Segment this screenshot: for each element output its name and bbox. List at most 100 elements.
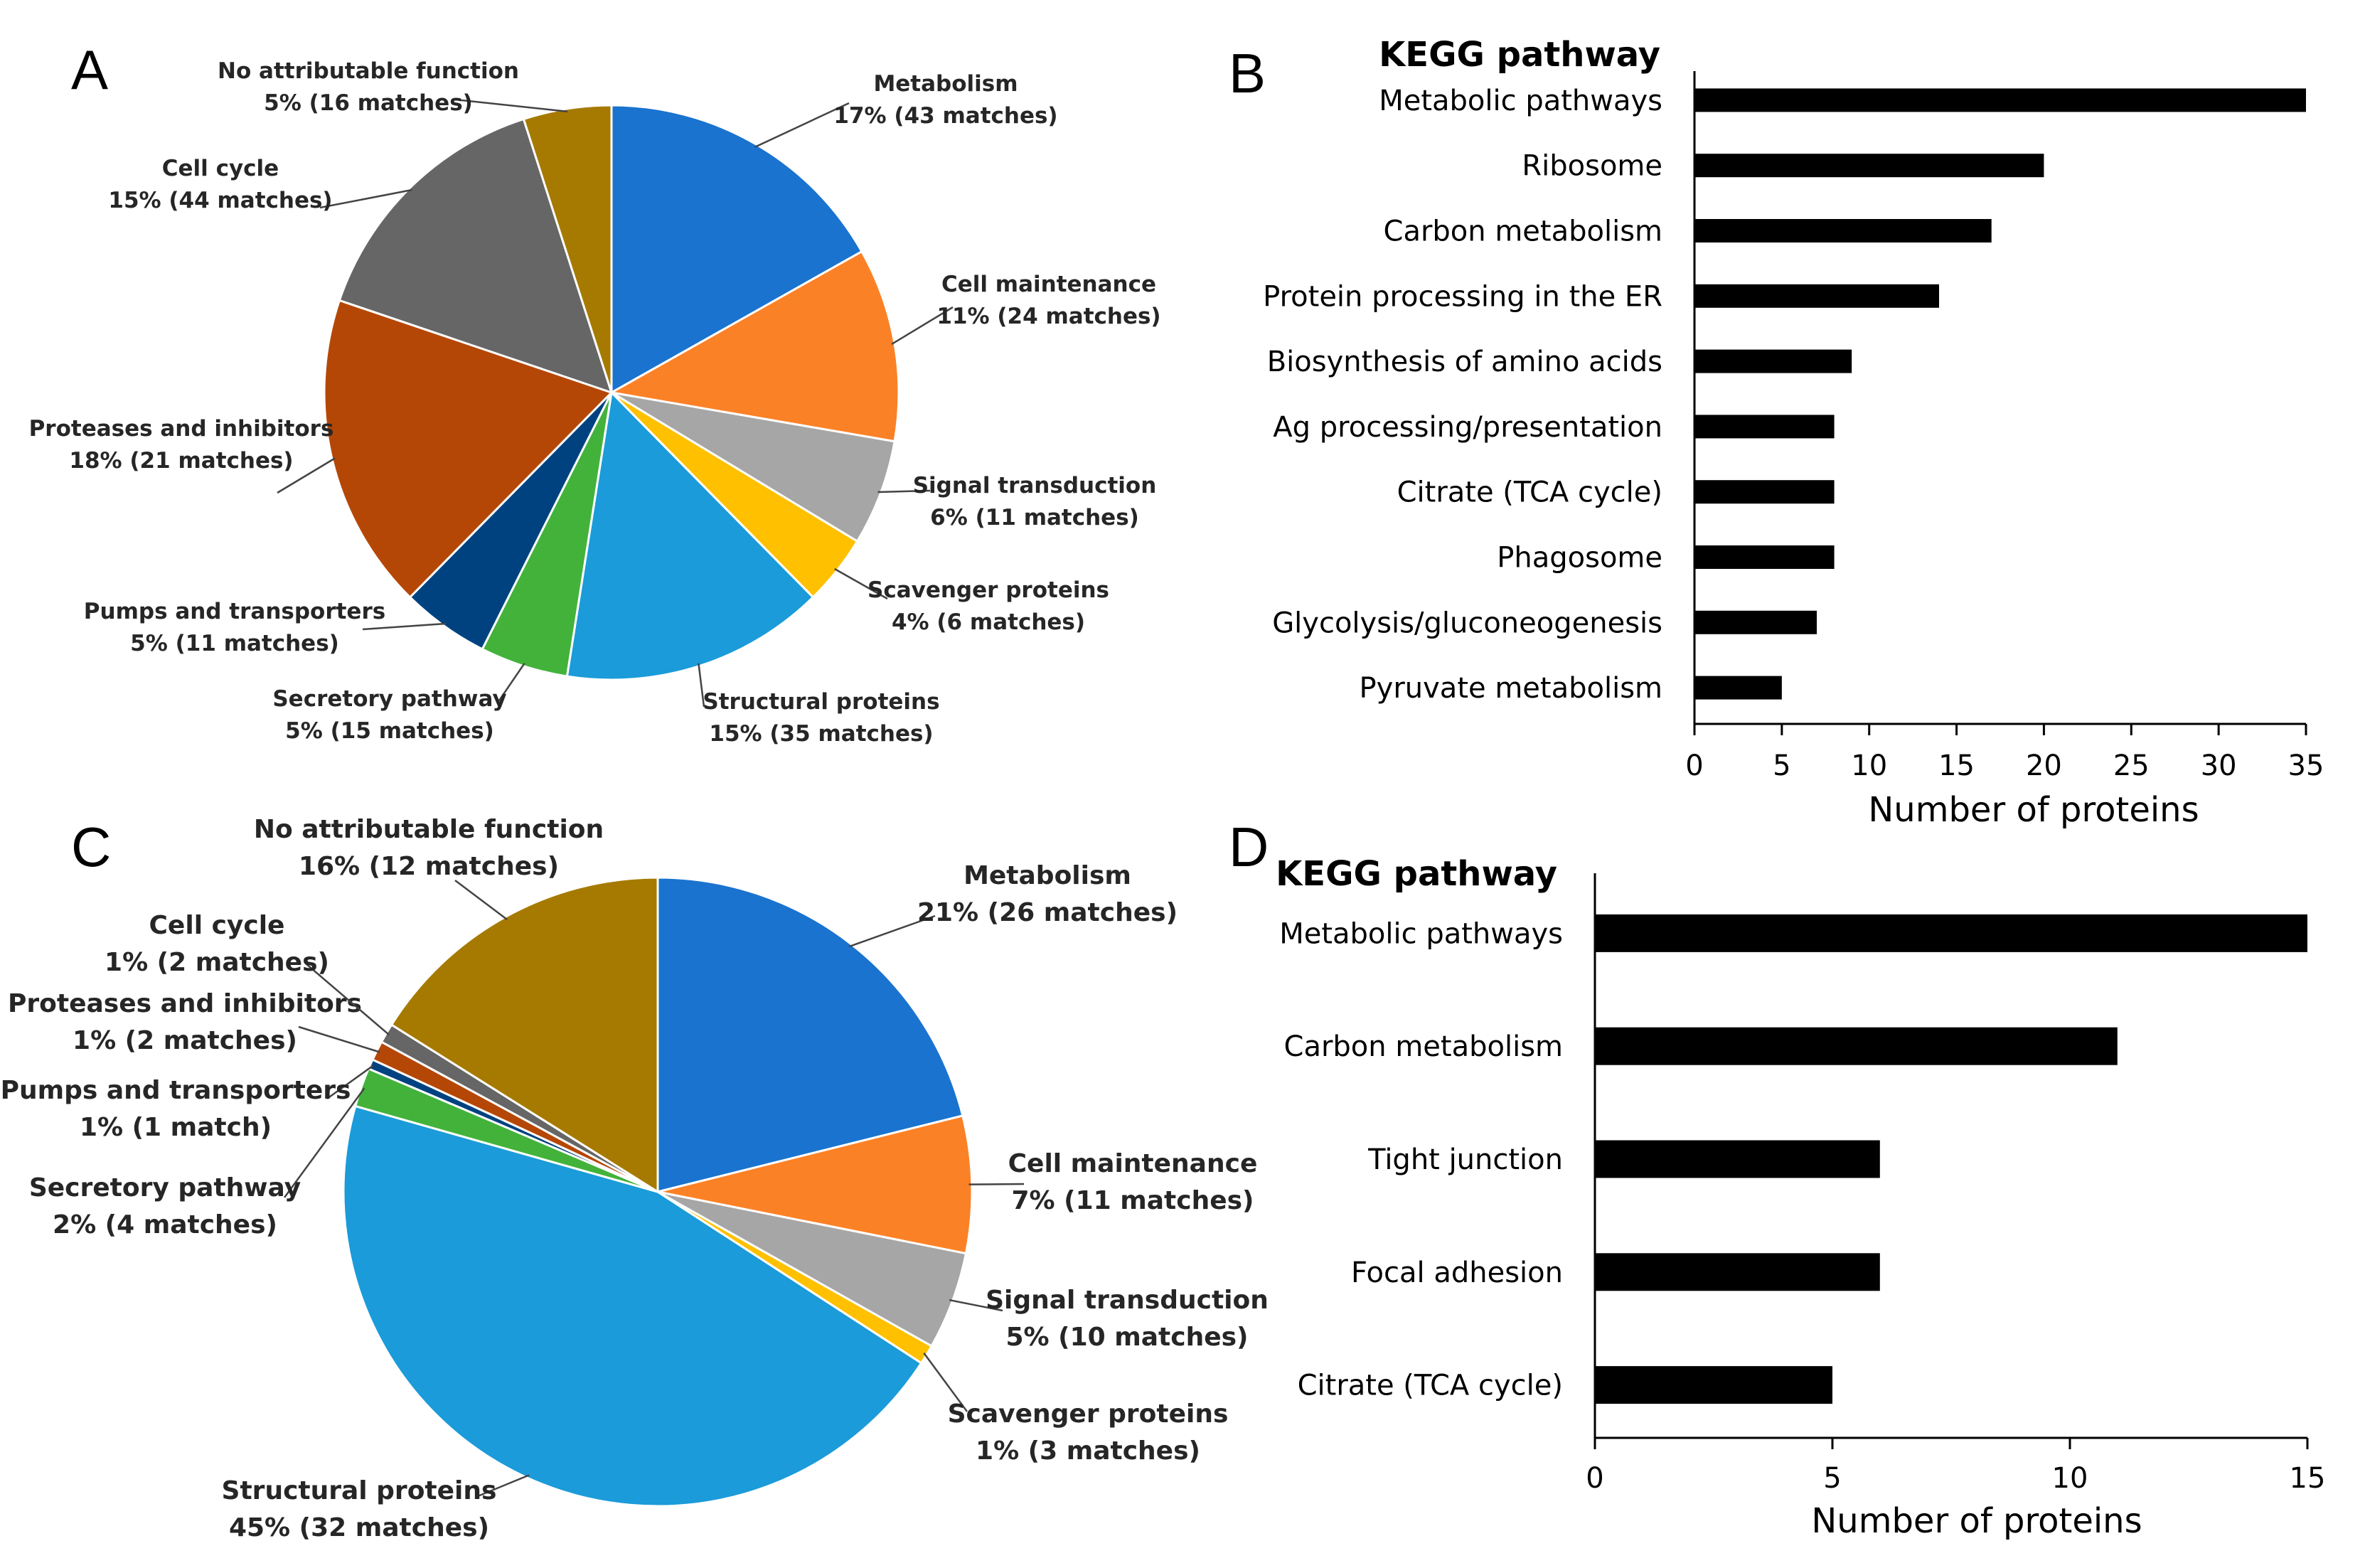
bar-d-tick-label: 0 bbox=[1586, 1462, 1603, 1495]
pie-a-value-metabolism: 17% (43 matches) bbox=[833, 103, 1057, 129]
pie-c-value-no-attributable-function: 16% (12 matches) bbox=[299, 852, 559, 881]
pie-a-slice-signal-transduction bbox=[611, 391, 896, 543]
pie-c-value-secretory-pathway: 2% (4 matches) bbox=[53, 1210, 277, 1239]
pie-c-label-secretory-pathway: Secretory pathway bbox=[29, 1173, 301, 1202]
bar-d-x-axis-title: Number of proteins bbox=[1811, 1501, 2142, 1541]
pie-a-leader-pumps-and-transporters bbox=[362, 622, 446, 631]
bar-b-bar-glycolysis-gluconeogenesis bbox=[1694, 610, 1817, 634]
panel-letter-b: B bbox=[1229, 42, 1266, 105]
bar-b-category-phagosome: Phagosome bbox=[1497, 542, 1662, 575]
pie-a-value-pumps-and-transporters: 5% (11 matches) bbox=[130, 631, 339, 656]
pie-c-leader-cell-maintenance bbox=[968, 1183, 1025, 1185]
bar-b-x-axis-title: Number of proteins bbox=[1868, 790, 2199, 830]
pie-a-slice-metabolism bbox=[610, 104, 863, 395]
bar-d-category-metabolic-pathways: Metabolic pathways bbox=[1279, 917, 1563, 950]
bar-d-category-focal-adhesion: Focal adhesion bbox=[1351, 1257, 1563, 1289]
pie-a-label-pumps-and-transporters: Pumps and transporters bbox=[84, 599, 385, 624]
bar-b-tick-label: 15 bbox=[1938, 750, 1975, 782]
bar-b-category-carbon-metabolism: Carbon metabolism bbox=[1384, 215, 1662, 248]
pie-a-value-no-attributable-function: 5% (16 matches) bbox=[264, 90, 473, 116]
bar-b-bar-ag-processing-presentation bbox=[1694, 415, 1835, 439]
pie-c-slice-structural-proteins bbox=[342, 1104, 923, 1508]
panel-letter-c: C bbox=[71, 816, 111, 878]
pie-c-label-no-attributable-function: No attributable function bbox=[254, 815, 604, 844]
pie-a-value-signal-transduction: 6% (11 matches) bbox=[930, 505, 1139, 530]
pie-a-label-proteases-and-inhibitors: Proteases and inhibitors bbox=[29, 416, 334, 442]
bar-b-category-protein-processing-in-the-er: Protein processing in the ER bbox=[1263, 280, 1662, 313]
bar-d-bar-focal-adhesion bbox=[1595, 1253, 1880, 1291]
pie-c-label-proteases-and-inhibitors: Proteases and inhibitors bbox=[8, 989, 362, 1018]
pie-a-slice-cell-maintenance bbox=[608, 250, 900, 443]
bar-b-bar-citrate-tca-cycle bbox=[1694, 480, 1835, 504]
pie-a-value-cell-cycle: 15% (44 matches) bbox=[108, 188, 332, 213]
bar-b-tick-label: 30 bbox=[2201, 750, 2237, 782]
pie-chart-a: Metabolism 17% (43 matches) Cell maintenan… bbox=[29, 58, 1161, 747]
bar-d-category-carbon-metabolism: Carbon metabolism bbox=[1284, 1030, 1563, 1063]
pie-c-value-metabolism: 21% (26 matches) bbox=[917, 898, 1178, 927]
pie-a-slice-cell-cycle bbox=[338, 117, 614, 395]
bar-b-tick-label: 0 bbox=[1685, 750, 1703, 782]
bar-b-category-citrate-tca-cycle: Citrate (TCA cycle) bbox=[1397, 476, 1662, 509]
pie-c-leader-metabolism bbox=[848, 914, 936, 948]
pie-c-value-scavenger-proteins: 1% (3 matches) bbox=[976, 1436, 1200, 1466]
bar-d-tick-label: 10 bbox=[2052, 1462, 2088, 1495]
bar-b-bar-ribosome bbox=[1694, 154, 2044, 178]
pie-c-label-cell-maintenance: Cell maintenance bbox=[1008, 1149, 1258, 1178]
pie-a-leader-cell-maintenance bbox=[891, 306, 954, 345]
pie-a-leader-secretory-pathway bbox=[496, 663, 525, 703]
pie-a-value-secretory-pathway: 5% (15 matches) bbox=[285, 718, 494, 744]
pie-a-label-secretory-pathway: Secretory pathway bbox=[272, 686, 506, 712]
pie-c-leader-secretory-pathway bbox=[283, 1087, 365, 1198]
bar-d-category-citrate-tca-cycle: Citrate (TCA cycle) bbox=[1298, 1370, 1563, 1402]
pie-a-value-cell-maintenance: 11% (24 matches) bbox=[936, 304, 1160, 329]
pie-a-value-structural-proteins: 15% (35 matches) bbox=[709, 721, 933, 747]
pie-c-value-signal-transduction: 5% (10 matches) bbox=[1005, 1323, 1248, 1352]
bar-d-bar-citrate-tca-cycle bbox=[1595, 1366, 1832, 1404]
pie-a-leader-scavenger-proteins bbox=[834, 567, 888, 600]
panel-letter-a: A bbox=[71, 38, 108, 101]
bar-b-bar-pyruvate-metabolism bbox=[1694, 676, 1782, 700]
pie-a-label-structural-proteins: Structural proteins bbox=[703, 689, 939, 715]
pie-c-leader-proteases-and-inhibitors bbox=[298, 1025, 380, 1053]
bar-b-bar-carbon-metabolism bbox=[1694, 219, 1992, 242]
pie-c-label-scavenger-proteins: Scavenger proteins bbox=[948, 1399, 1229, 1429]
pie-c-leader-pumps-and-transporters bbox=[326, 1065, 374, 1100]
bar-b-tick-label: 10 bbox=[1851, 750, 1887, 782]
bar-b-tick-label: 20 bbox=[2026, 750, 2062, 782]
pie-a-label-no-attributable-function: No attributable function bbox=[218, 58, 519, 84]
bar-b-bar-biosynthesis-of-amino-acids bbox=[1694, 349, 1852, 373]
pie-c-leader-cell-cycle bbox=[305, 963, 390, 1036]
pie-c-slice-metabolism bbox=[656, 876, 964, 1193]
pie-a-label-scavenger-proteins: Scavenger proteins bbox=[867, 577, 1109, 603]
pie-c-value-pumps-and-transporters: 1% (1 match) bbox=[80, 1113, 272, 1142]
bar-b-category-biosynthesis-of-amino-acids: Biosynthesis of amino acids bbox=[1267, 346, 1662, 378]
bar-b-category-ag-processing-presentation: Ag processing/presentation bbox=[1273, 411, 1662, 444]
pie-c-label-cell-cycle: Cell cycle bbox=[149, 911, 285, 940]
pie-a-leader-signal-transduction bbox=[877, 489, 931, 494]
pie-c-slice-no-attributable-function bbox=[390, 876, 659, 1194]
bar-d-tick-label: 5 bbox=[1823, 1462, 1841, 1495]
pie-a-value-scavenger-proteins: 4% (6 matches) bbox=[892, 609, 1085, 635]
pie-c-label-metabolism: Metabolism bbox=[963, 861, 1131, 890]
bar-d-tick-label: 15 bbox=[2290, 1462, 2326, 1495]
bar-b-tick-label: 35 bbox=[2288, 750, 2324, 782]
bar-d-bar-carbon-metabolism bbox=[1595, 1027, 2118, 1065]
pie-c-leader-structural-proteins bbox=[477, 1474, 530, 1498]
bar-b-category-pyruvate-metabolism: Pyruvate metabolism bbox=[1360, 672, 1662, 705]
bar-b-bar-protein-processing-in-the-er bbox=[1694, 284, 1939, 308]
bar-b-tick-label: 5 bbox=[1773, 750, 1790, 782]
pie-a-leader-metabolism bbox=[754, 102, 850, 148]
pie-a-slice-proteases-and-inhibitors bbox=[323, 299, 614, 599]
pie-a-label-signal-transduction: Signal transduction bbox=[913, 473, 1157, 498]
pie-c-label-structural-proteins: Structural proteins bbox=[222, 1476, 497, 1505]
bar-d-title: KEGG pathway bbox=[1276, 854, 1557, 894]
pie-a-leader-structural-proteins bbox=[698, 663, 705, 708]
bar-chart-b: KEGG pathway 0 5 10 15 20 25 30 35 Number of prot… bbox=[1263, 35, 2324, 830]
bar-b-bar-metabolic-pathways bbox=[1694, 88, 2306, 112]
bar-b-tick-label: 25 bbox=[2113, 750, 2150, 782]
bar-d-bar-tight-junction bbox=[1595, 1140, 1880, 1178]
pie-c-value-cell-cycle: 1% (2 matches) bbox=[105, 948, 329, 977]
pie-c-label-pumps-and-transporters: Pumps and transporters bbox=[1, 1076, 351, 1105]
pie-a-leader-cell-cycle bbox=[319, 188, 412, 209]
bar-d-bar-metabolic-pathways bbox=[1595, 914, 2307, 952]
